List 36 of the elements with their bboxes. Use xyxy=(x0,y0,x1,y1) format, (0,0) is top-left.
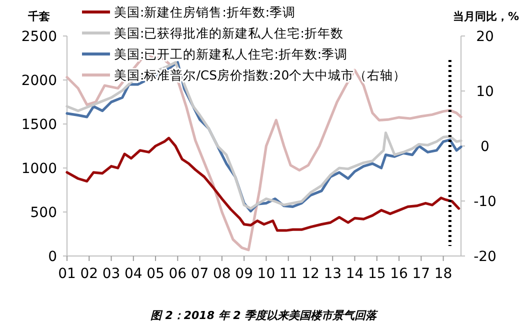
x-tick-label: 09 xyxy=(235,266,253,282)
legend-label: 美国:新建住房销售:折年数:季调 xyxy=(114,4,296,20)
x-tick-label: 07 xyxy=(190,266,209,282)
x-tick-label: 05 xyxy=(146,266,164,282)
y2-tick-label: 20 xyxy=(476,28,494,45)
legend-label: 美国:已获得批准的新建私人住宅:折年数 xyxy=(114,25,344,40)
x-tick-label: 15 xyxy=(368,266,386,282)
y-axis-title: 千套 xyxy=(27,10,50,23)
y-tick-label: 2500 xyxy=(21,28,57,45)
y2-tick-label: -10 xyxy=(474,194,496,210)
y2-tick-label: -20 xyxy=(474,248,496,265)
y-tick-label: 500 xyxy=(30,204,57,221)
line-series xyxy=(66,136,460,232)
y2-tick-label: 10 xyxy=(476,84,494,100)
x-tick-label: 10 xyxy=(257,266,276,282)
x-tick-label: 02 xyxy=(80,266,98,282)
x-tick-label: 18 xyxy=(434,266,452,282)
x-tick-label: 08 xyxy=(213,266,231,282)
x-tick-label: 06 xyxy=(168,266,187,282)
y-tick-label: 2000 xyxy=(21,72,57,89)
legend-label: 美国:已开工的新建私人住宅:折年数:季调 xyxy=(114,46,348,62)
x-tick-label: 03 xyxy=(102,266,120,282)
x-tick-label: 14 xyxy=(346,266,364,282)
x-tick-label: 17 xyxy=(412,266,430,282)
x-tick-label: 04 xyxy=(124,266,142,282)
y2-axis-title: 当月同比，% xyxy=(452,10,519,23)
y-tick-label: 1000 xyxy=(21,160,57,177)
y2-tick-label: 0 xyxy=(480,138,490,155)
x-tick-label: 13 xyxy=(324,266,342,282)
x-tick-label: 16 xyxy=(390,266,408,282)
y-tick-label: 1500 xyxy=(21,116,57,133)
x-tick-label: 01 xyxy=(58,266,76,282)
y-tick-label: 0 xyxy=(48,248,57,265)
x-tick-label: 12 xyxy=(302,266,320,282)
x-tick-label: 11 xyxy=(279,266,298,282)
text: 图 2：2018 年 2 季度以来美国楼市景气回落 xyxy=(150,309,379,322)
